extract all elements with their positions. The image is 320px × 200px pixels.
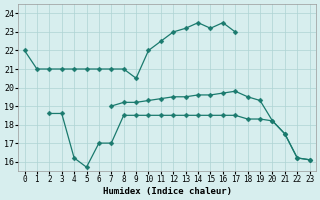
X-axis label: Humidex (Indice chaleur): Humidex (Indice chaleur) <box>103 187 232 196</box>
